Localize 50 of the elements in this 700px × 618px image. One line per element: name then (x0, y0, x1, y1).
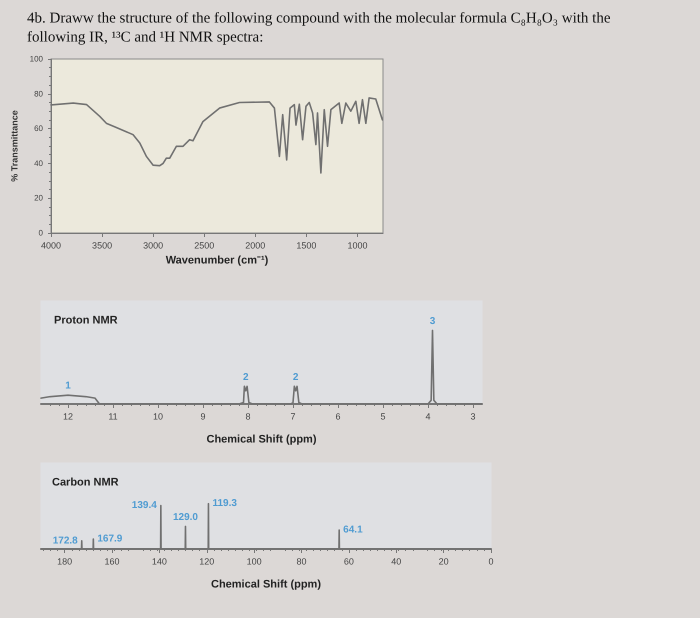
x-tick-label: 0 (488, 556, 494, 566)
annotation: 2 (292, 372, 299, 383)
y-tick-label: 0 (38, 228, 44, 238)
annotation: 2 (242, 372, 249, 383)
chart-title: Proton NMR (54, 314, 118, 326)
annotation: 1 (65, 380, 72, 392)
x-tick-label: 8 (245, 412, 251, 422)
x-tick-label: 9 (200, 412, 206, 422)
x-tick-label: 6 (335, 412, 341, 422)
x-tick-label: 11 (108, 412, 118, 422)
x-axis-title: Chemical Shift (ppm) (210, 578, 322, 590)
annotation: 129.0 (172, 512, 198, 523)
x-tick-label: 5 (380, 412, 386, 422)
y-tick-label: 100 (30, 54, 44, 64)
x-tick-label: 140 (152, 556, 167, 566)
annotation: 139.4 (132, 500, 158, 512)
chart-title: 4b. Draww the structure of the following compound with the molecular formula C₈H₈O₃ with the following IR, ¹³C and ¹H NMR spectra: (27, 10, 614, 46)
x-tick-label: 100 (246, 556, 262, 566)
x-tick-label: 1000 (347, 240, 368, 250)
annotation: 3 (430, 316, 436, 327)
x-tick-label: 4 (425, 412, 431, 422)
x-tick-label: 180 (57, 556, 72, 566)
annotation: 64.1 (343, 524, 364, 536)
x-tick-label: 160 (104, 556, 120, 566)
x-tick-label: 60 (344, 556, 354, 566)
x-tick-label: 40 (391, 556, 402, 566)
x-axis-title: Wavenumber (cm⁻¹) (166, 254, 269, 266)
x-tick-label: 1500 (296, 240, 316, 250)
x-tick-label: 2000 (245, 240, 266, 250)
x-tick-label: 3000 (143, 240, 164, 250)
annotation: 167.9 (97, 534, 123, 545)
y-tick-label: 60 (34, 124, 44, 134)
annotation: 172.8 (52, 535, 78, 546)
y-axis-title: % Transmittance (10, 110, 20, 182)
y-tick-label: 20 (34, 194, 44, 203)
x-tick-label: 4000 (40, 240, 62, 250)
x-tick-label: 7 (290, 412, 296, 422)
x-tick-label: 10 (152, 412, 164, 422)
x-tick-label: 3500 (92, 240, 112, 250)
x-axis-title: Chemical Shift (ppm) (206, 434, 317, 446)
chart-title: Carbon NMR (52, 476, 119, 488)
x-tick-label: 120 (199, 556, 214, 566)
x-tick-label: 80 (296, 556, 307, 566)
y-tick-label: 80 (34, 89, 44, 98)
x-tick-label: 3 (470, 412, 476, 422)
annotation: 119.3 (212, 498, 238, 510)
y-tick-label: 40 (34, 158, 44, 168)
x-tick-label: 20 (438, 556, 449, 566)
x-tick-label: 12 (62, 412, 74, 422)
x-tick-label: 2500 (194, 240, 214, 250)
